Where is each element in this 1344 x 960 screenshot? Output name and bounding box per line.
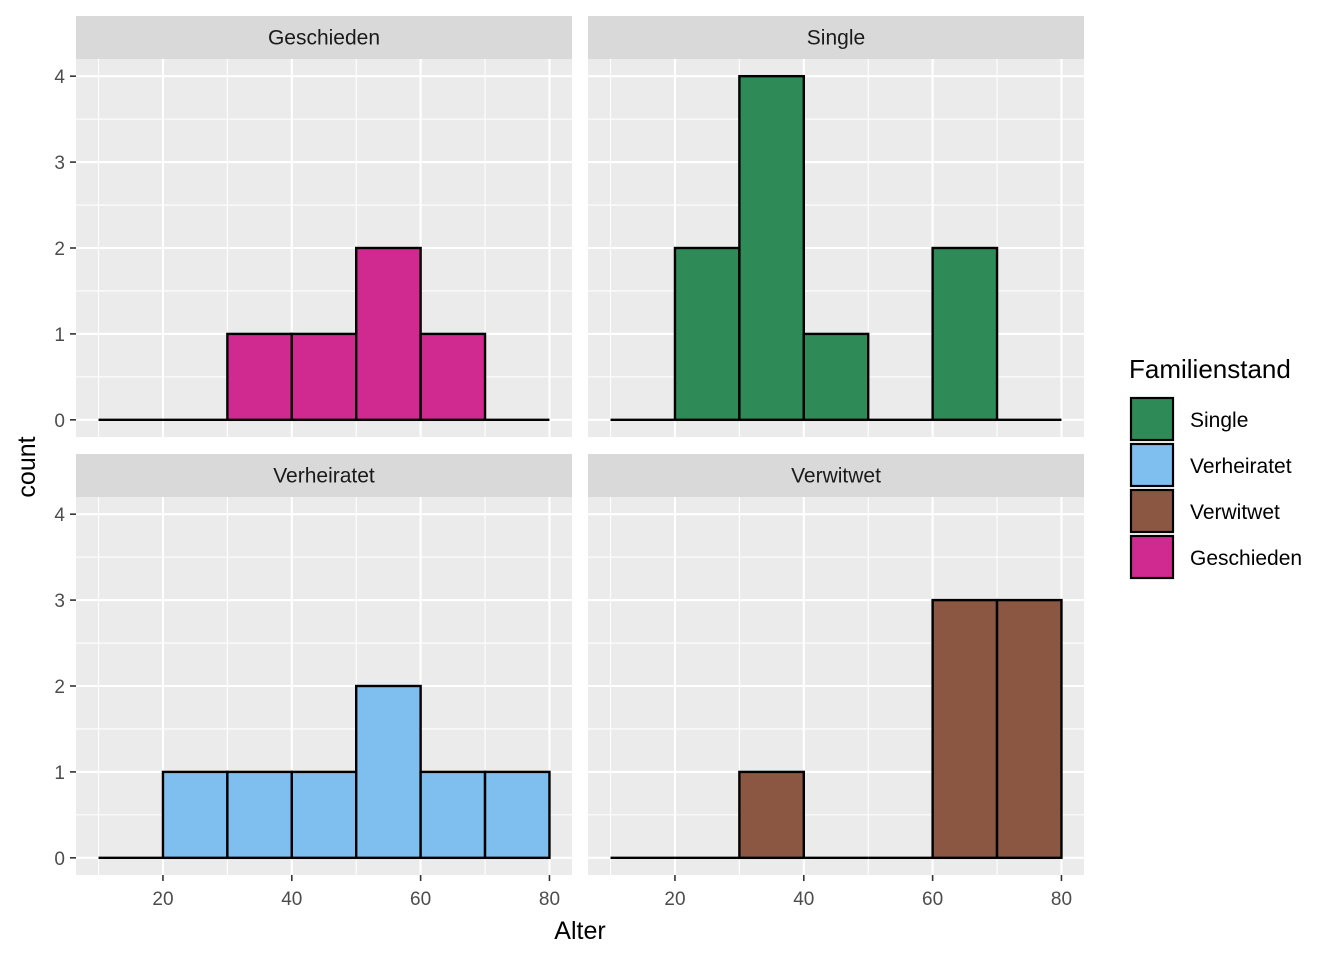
y-tick-label: 1 [54, 325, 65, 346]
facet-panel-geschieden: Geschieden 0 1 2 3 4 [54, 16, 572, 437]
x-axis-title: Alter [554, 917, 605, 945]
x-tick-label: 20 [664, 889, 685, 910]
legend-key-geschieden [1129, 534, 1175, 580]
histogram-bar [290, 770, 358, 860]
legend-title: Familienstand [1129, 354, 1291, 384]
facet-strip [588, 16, 1084, 59]
facet-panel-verheiratet: Verheiratet 0 1 2 3 4 20 40 60 80 [54, 454, 572, 910]
legend-key-single [1129, 396, 1175, 442]
x-tick-label: 60 [410, 889, 431, 910]
histogram-bar [802, 332, 870, 422]
legend-label-single: Single [1190, 409, 1248, 432]
x-tick-label: 80 [1051, 889, 1072, 910]
histogram-bar [419, 332, 487, 422]
y-tick-label: 2 [54, 677, 65, 698]
x-tick-label: 40 [281, 889, 302, 910]
y-tick-label: 0 [54, 411, 65, 432]
y-tick-label: 0 [54, 849, 65, 870]
histogram-bar [931, 246, 999, 422]
histogram-bar [738, 770, 805, 860]
facet-strip-label: Geschieden [268, 27, 380, 50]
facet-strip [76, 454, 572, 497]
y-tick-label: 4 [54, 67, 65, 88]
facet-strip-label: Verheiratet [273, 465, 375, 488]
y-tick-label: 4 [54, 505, 65, 526]
y-tick-label: 3 [54, 153, 65, 174]
facet-panels: Geschieden 0 1 2 3 4 Single Verheiratet 0 1 2 3 4 20 4… [54, 16, 1084, 910]
histogram-bar [995, 598, 1063, 860]
facet-panel-single: Single [588, 16, 1084, 437]
legend-key-verwitwet [1129, 488, 1175, 534]
legend: Familienstand Single Verheiratet Verwitwet… [1129, 354, 1302, 580]
y-tick-label: 1 [54, 763, 65, 784]
y-tick-label: 3 [54, 591, 65, 612]
histogram-bar [355, 684, 422, 860]
histogram-bar [673, 246, 741, 422]
legend-entries: Single Verheiratet Verwitwet Geschieden [1129, 396, 1302, 580]
histogram-bar [483, 770, 551, 860]
legend-label-geschieden: Geschieden [1190, 547, 1302, 570]
histogram-bar [738, 74, 805, 422]
histogram-bar [226, 770, 293, 860]
facet-strip-label: Single [807, 27, 865, 50]
y-tick-label: 2 [54, 239, 65, 260]
facet-panel-verwitwet: Verwitwet 20 40 60 80 [588, 454, 1084, 910]
histogram-bar [355, 246, 422, 422]
x-tick-label: 20 [152, 889, 173, 910]
histogram-bar [290, 332, 358, 422]
legend-key-verheiratet [1129, 442, 1175, 488]
legend-label-verwitwet: Verwitwet [1190, 501, 1280, 524]
facet-strip [588, 454, 1084, 497]
facet-strip [76, 16, 572, 59]
x-tick-label: 60 [922, 889, 943, 910]
facet-strip-label: Verwitwet [791, 465, 881, 488]
legend-label-verheiratet: Verheiratet [1190, 455, 1292, 478]
histogram-bar [226, 332, 293, 422]
y-axis-title: count [13, 436, 41, 497]
histogram-bar [161, 770, 229, 860]
x-tick-label: 80 [539, 889, 560, 910]
histogram-bar [931, 598, 999, 860]
histogram-bar [419, 770, 487, 860]
x-tick-label: 40 [793, 889, 814, 910]
